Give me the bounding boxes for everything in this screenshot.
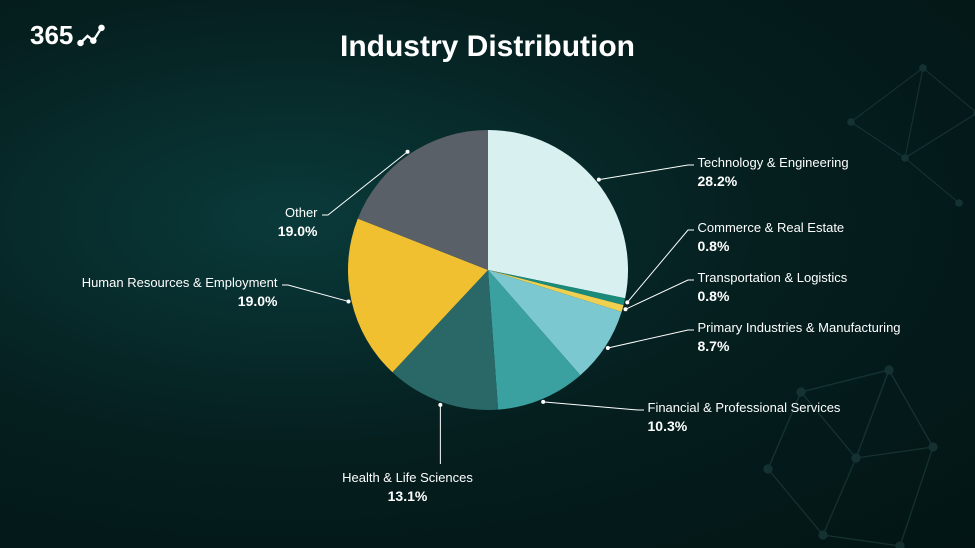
slice-label-pct: 13.1% [328, 487, 488, 505]
logo-text: 365 [30, 20, 73, 51]
slice-label-pct: 0.8% [698, 287, 848, 305]
pie-chart-container: Technology & Engineering28.2% Commerce & … [88, 100, 888, 520]
chart-title: Industry Distribution [340, 30, 635, 64]
slice-label-pct: 8.7% [698, 337, 901, 355]
slice-label: Health & Life Sciences13.1% [328, 470, 488, 505]
slice-label: Financial & Professional Services10.3% [648, 400, 841, 435]
brand-logo: 365 [30, 20, 105, 51]
slice-label-text: Financial & Professional Services [648, 400, 841, 417]
slice-label-text: Human Resources & Employment [82, 275, 278, 292]
slice-label-pct: 10.3% [648, 417, 841, 435]
slice-label-text: Other [278, 205, 318, 222]
slice-label-text: Transportation & Logistics [698, 270, 848, 287]
slice-label-pct: 0.8% [698, 237, 845, 255]
slice-label-pct: 19.0% [82, 292, 278, 310]
slice-label: Primary Industries & Manufacturing8.7% [698, 320, 901, 355]
slice-label-text: Primary Industries & Manufacturing [698, 320, 901, 337]
slice-label: Human Resources & Employment19.0% [82, 275, 278, 310]
slice-label: Technology & Engineering28.2% [698, 155, 849, 190]
slice-labels: Technology & Engineering28.2% Commerce & … [88, 100, 888, 520]
slice-label-pct: 28.2% [698, 172, 849, 190]
slice-label-text: Technology & Engineering [698, 155, 849, 172]
logo-mark-icon [77, 22, 105, 50]
slice-label-text: Health & Life Sciences [328, 470, 488, 487]
slice-label: Other19.0% [278, 205, 318, 240]
slice-label: Commerce & Real Estate0.8% [698, 220, 845, 255]
slice-label-pct: 19.0% [278, 222, 318, 240]
slice-label: Transportation & Logistics0.8% [698, 270, 848, 305]
slice-label-text: Commerce & Real Estate [698, 220, 845, 237]
